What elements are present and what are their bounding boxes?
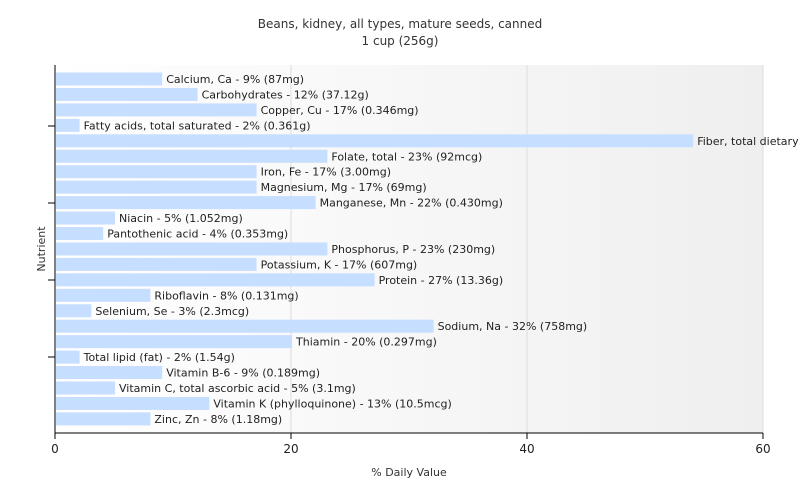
bar-label: Magnesium, Mg - 17% (69mg) xyxy=(261,181,427,194)
bar-label: Phosphorus, P - 23% (230mg) xyxy=(331,243,495,256)
bar xyxy=(56,118,80,132)
bar xyxy=(56,304,92,318)
bar-label: Fatty acids, total saturated - 2% (0.361… xyxy=(84,119,311,132)
bar-label: Carbohydrates - 12% (37.12g) xyxy=(202,88,369,101)
bar-label: Vitamin K (phylloquinone) - 13% (10.5mcg… xyxy=(213,397,451,410)
bar xyxy=(56,257,257,271)
bar-label: Manganese, Mn - 22% (0.430mg) xyxy=(320,197,503,210)
bar xyxy=(56,273,375,287)
axes: 0 20 40 60 xyxy=(48,65,771,456)
bar xyxy=(56,242,328,256)
bar xyxy=(56,288,151,302)
bar xyxy=(56,350,80,364)
bar-label: Protein - 27% (13.36g) xyxy=(379,274,504,287)
bar-label: Niacin - 5% (1.052mg) xyxy=(119,212,243,225)
bar-label: Zinc, Zn - 8% (1.18mg) xyxy=(154,413,282,426)
bar xyxy=(56,103,257,117)
chart-title: Beans, kidney, all types, mature seeds, … xyxy=(258,17,543,31)
bar xyxy=(56,211,115,225)
bar xyxy=(56,335,292,349)
bar xyxy=(56,366,163,380)
bar-label: Folate, total - 23% (92mcg) xyxy=(331,150,482,163)
y-axis-label: Nutrient xyxy=(35,226,48,272)
bars: Calcium, Ca - 9% (87mg) Carbohydrates - 1… xyxy=(56,72,800,426)
bar-label: Iron, Fe - 17% (3.00mg) xyxy=(261,166,391,179)
bar xyxy=(56,165,257,179)
bar xyxy=(56,180,257,194)
bar xyxy=(56,196,316,210)
x-axis-label: % Daily Value xyxy=(371,466,447,479)
bar-label: Sodium, Na - 32% (758mg) xyxy=(438,320,588,333)
bar xyxy=(56,396,210,410)
bar-label: Fiber, total dietary - 54% (13.6g) xyxy=(697,135,800,148)
bar xyxy=(56,412,151,426)
bar-label: Potassium, K - 17% (607mg) xyxy=(261,258,418,271)
bar xyxy=(56,87,198,101)
x-tick-label: 20 xyxy=(283,442,298,456)
bar xyxy=(56,72,163,86)
bar xyxy=(56,149,328,163)
bar xyxy=(56,134,694,148)
bar-label: Copper, Cu - 17% (0.346mg) xyxy=(261,104,419,117)
x-tick-label: 40 xyxy=(519,442,534,456)
bar-label: Selenium, Se - 3% (2.3mcg) xyxy=(95,305,249,318)
bar-label: Total lipid (fat) - 2% (1.54g) xyxy=(83,351,235,364)
bar-label: Riboflavin - 8% (0.131mg) xyxy=(154,289,298,302)
chart-subtitle: 1 cup (256g) xyxy=(362,34,439,48)
bar-label: Vitamin B-6 - 9% (0.189mg) xyxy=(166,367,320,380)
bar-label: Thiamin - 20% (0.297mg) xyxy=(295,336,437,349)
bar xyxy=(56,227,104,240)
bar xyxy=(56,319,434,333)
bar-label: Vitamin C, total ascorbic acid - 5% (3.1… xyxy=(119,382,356,395)
bar-label: Calcium, Ca - 9% (87mg) xyxy=(166,73,304,86)
bar xyxy=(56,381,115,395)
x-tick-label: 60 xyxy=(755,442,770,456)
bar-label: Pantothenic acid - 4% (0.353mg) xyxy=(107,228,288,241)
x-tick-label: 0 xyxy=(51,442,59,456)
